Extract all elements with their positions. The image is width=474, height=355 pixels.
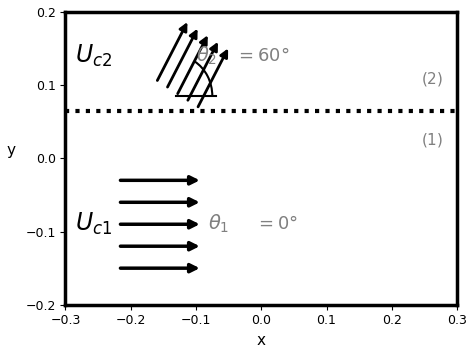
Y-axis label: y: y — [7, 143, 16, 158]
Text: $= 60°$: $= 60°$ — [235, 47, 290, 65]
X-axis label: x: x — [257, 333, 266, 348]
Text: $\theta_1$: $\theta_1$ — [208, 213, 229, 235]
Text: $= 0°$: $= 0°$ — [255, 215, 298, 233]
Text: $U_{c2}$: $U_{c2}$ — [75, 43, 112, 69]
Text: $\theta_2$: $\theta_2$ — [196, 45, 217, 67]
Text: $(1)$: $(1)$ — [420, 131, 443, 149]
Text: $(2)$: $(2)$ — [420, 70, 443, 88]
Text: $U_{c1}$: $U_{c1}$ — [75, 211, 112, 237]
